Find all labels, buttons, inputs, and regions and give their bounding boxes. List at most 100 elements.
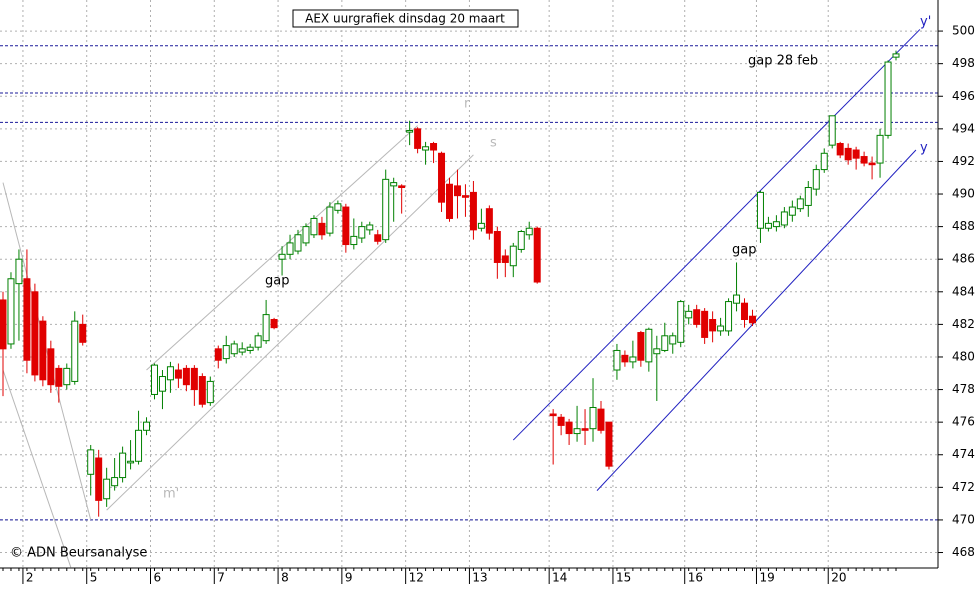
candle-body [318,222,326,236]
annotation: y [920,141,928,156]
candle-body [246,346,254,351]
candle-body [533,227,541,283]
y-tick-label: 492 [952,154,975,168]
trend-line [512,29,921,441]
y-tick-label: 486 [952,252,975,266]
candle-body [174,369,182,379]
x-tick-label: 20 [831,571,846,585]
x-tick-label: 9 [345,571,353,585]
candle-body [310,217,318,236]
candle-body [214,348,222,361]
candle-body [804,187,812,206]
x-tick-label: 15 [616,571,631,585]
candle-body [868,162,876,166]
annotation: s [490,136,497,151]
candle-body [302,226,310,244]
candle-body [7,278,15,345]
candle-body [581,428,589,431]
candle-body [103,478,111,500]
x-tick-label: 19 [759,571,774,585]
candle-body [95,457,103,501]
candle-body [884,61,892,136]
candle-body [461,195,469,198]
candle-body [772,221,780,228]
candle-body [748,315,756,324]
candle-body [876,134,884,164]
candle-body [725,301,733,332]
candle-body [111,477,119,487]
candle-body [677,301,685,343]
candle-body [262,314,270,342]
y-tick-label: 482 [952,317,975,331]
candle-body [645,328,653,363]
x-tick-label: 7 [217,571,225,585]
x-tick-label: 8 [281,571,289,585]
candle-body [438,152,446,203]
y-tick-label: 484 [952,284,975,298]
grid [0,0,938,568]
candle-body [493,231,501,263]
candle-body [63,367,71,386]
candle-body [780,211,788,226]
candle-body [390,182,398,187]
candle-body [621,354,629,363]
candle-body [254,335,262,348]
candle-body [198,376,206,405]
candle-body [430,143,438,151]
candle-body [326,206,334,234]
candle-body [525,227,533,236]
candle-body [366,224,374,231]
candle-body [637,332,645,361]
candle-body [358,226,366,239]
y-tick-label: 468 [952,545,975,559]
candle-body [143,421,151,431]
candle-body [565,421,573,435]
annotation: gap 28 feb [748,54,818,69]
candle-body [469,191,477,231]
marks [0,29,921,568]
candle-body [629,356,637,363]
candle-body [812,169,820,190]
candle-body [127,460,135,464]
annotation: gap [265,274,289,289]
candle-body [206,380,214,404]
candle-body [166,366,174,381]
x-tick-label: 5 [90,571,98,585]
trend-line [106,154,474,511]
x-tick-label: 2 [26,571,34,585]
candle-body [477,222,485,229]
candle-body [39,320,47,381]
y-tick-label: 470 [952,512,975,526]
candle-body [382,178,390,241]
candle-body [701,310,709,338]
candle-body [509,245,517,267]
candle-body [605,421,613,467]
x-tick-label: 14 [552,571,567,585]
candle-body [485,208,493,234]
y-tick-label: 494 [952,121,975,135]
candle-body [557,416,565,426]
candle-body [238,348,246,353]
candle-body [31,291,39,376]
candle-body [661,335,669,351]
y-tick-label: 476 [952,415,975,429]
candle-body [756,191,764,229]
candle-body [669,335,677,345]
candle-body [733,294,741,304]
y-tick-label: 490 [952,187,975,201]
candle-body [182,367,190,386]
annotation: r [464,97,470,112]
candle-body [342,206,350,246]
candle-body [573,428,581,435]
candle-body [844,147,852,161]
candle-body [613,349,621,371]
candle-body [119,452,127,479]
candle-body [685,310,693,319]
candle-body [796,198,804,210]
candle-body [693,309,701,325]
candle-body [230,343,238,355]
candle-body [414,128,422,149]
candle-body [334,203,342,211]
